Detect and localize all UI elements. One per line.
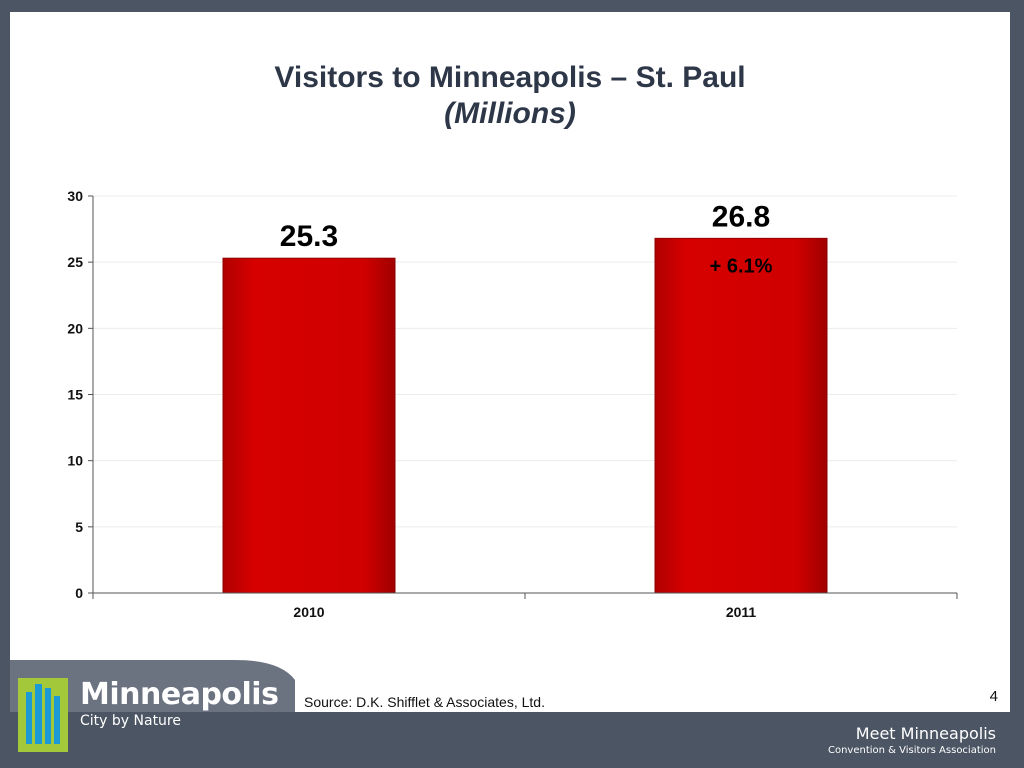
bars: [222, 237, 828, 594]
x-tick-label: 2011: [726, 604, 757, 620]
bar-2011: [654, 237, 828, 594]
change-annotation: + 6.1%: [710, 255, 773, 277]
source-note: Source: D.K. Shifflet & Associates, Ltd.: [304, 694, 545, 710]
footer-curve: [10, 660, 1010, 714]
logo-tagline: City by Nature: [80, 713, 181, 729]
labels: 0 5 10 15 20 25 30 2010 25.3 2011 26.8 + 6.1%: [67, 188, 772, 620]
organization-subtitle: Convention & Visitors Association: [827, 745, 996, 756]
footer-dark-strip: [10, 712, 1010, 758]
y-tick-label: 15: [67, 387, 83, 403]
bar-chart: 0 5 10 15 20 25 30 2010 25.3 2011 26.8 + 6.1%: [67, 188, 958, 620]
x-tick-label: 2010: [293, 604, 324, 620]
organization-name: Meet Minneapolis: [855, 724, 996, 743]
slide: Visitors to Minneapolis – St. Paul (Mill…: [10, 12, 1010, 758]
y-tick-label: 5: [75, 519, 83, 535]
y-tick-label: 25: [67, 254, 83, 270]
chart-title: Visitors to Minneapolis – St. Paul: [274, 61, 746, 94]
page-number: 4: [989, 688, 998, 705]
title-block: Visitors to Minneapolis – St. Paul (Mill…: [10, 60, 1010, 132]
logo-name: Minneapolis: [80, 677, 279, 712]
y-tick-label: 30: [67, 188, 83, 204]
city-logo: Minneapolis City by Nature: [80, 677, 279, 730]
y-tick-label: 20: [67, 320, 83, 336]
data-label: 25.3: [280, 220, 338, 253]
axes: [88, 195, 958, 599]
y-tick-label: 10: [67, 453, 83, 469]
chart-subtitle: (Millions): [444, 97, 576, 130]
data-label: 26.8: [712, 200, 770, 233]
city-logo-icon: [18, 678, 68, 752]
y-tick-label: 0: [75, 585, 83, 601]
organization-logo: Meet Minneapolis Convention & Visitors A…: [828, 724, 996, 758]
bar-2010: [222, 257, 396, 594]
